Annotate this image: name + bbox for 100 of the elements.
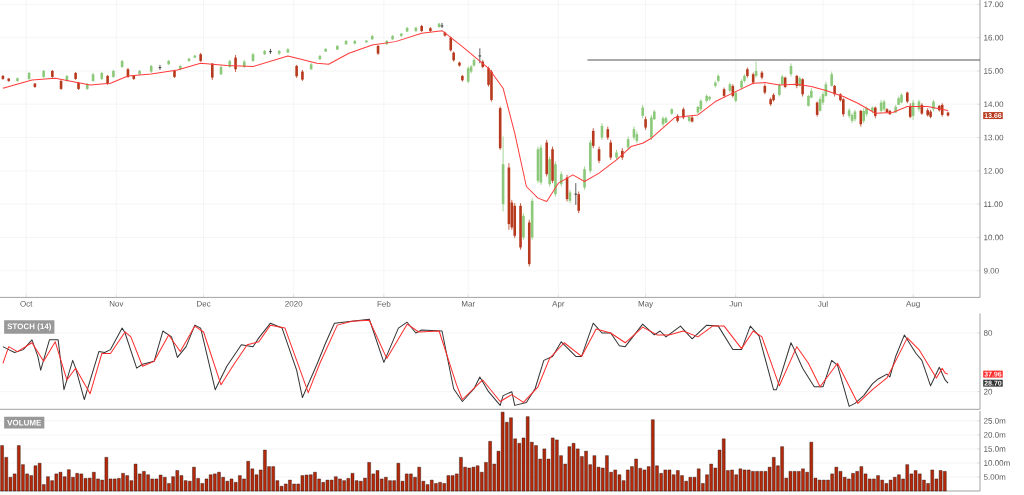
- bar: [104, 457, 109, 492]
- y-tick-label: 20: [983, 388, 993, 395]
- y-tick-label: 5.00m: [983, 474, 1006, 480]
- bar: [751, 471, 755, 492]
- bar: [79, 473, 84, 492]
- bar: [884, 483, 889, 492]
- bar: [467, 467, 471, 492]
- x-tick-label: Jul: [817, 300, 828, 307]
- bar: [930, 469, 934, 492]
- bar: [905, 464, 909, 492]
- y-tick-label: 14.00: [984, 101, 1004, 108]
- bar: [801, 468, 805, 492]
- bar: [204, 478, 209, 492]
- bar: [313, 472, 317, 492]
- bar: [642, 469, 647, 492]
- bar: [438, 482, 442, 492]
- x-tick-label: May: [638, 300, 654, 309]
- bar: [584, 450, 588, 492]
- bar: [851, 473, 855, 492]
- bar: [37, 463, 42, 492]
- x-tick-label: 2020: [285, 300, 303, 307]
- candlestick: [842, 97, 845, 117]
- bar: [225, 480, 230, 492]
- y-tick-label: 13.00: [984, 134, 1004, 141]
- bar: [350, 473, 355, 492]
- bar: [396, 463, 401, 492]
- text: STOCH (14): [7, 323, 52, 331]
- y-tick-label: 9.00: [983, 267, 999, 274]
- y-tick-label: 11.00: [984, 201, 1003, 207]
- bar: [872, 478, 876, 492]
- bar: [58, 472, 63, 492]
- bar: [859, 466, 864, 492]
- bar: [592, 455, 597, 492]
- bar: [67, 469, 71, 492]
- y-tick-label: 25.0m: [983, 417, 1006, 424]
- bar: [150, 478, 154, 492]
- bar: [888, 479, 893, 492]
- bar: [555, 439, 559, 492]
- text: VOLUME: [7, 419, 42, 426]
- y-tick-label: 16.00: [984, 34, 1004, 41]
- bar: [92, 472, 96, 492]
- bar: [375, 470, 380, 492]
- bar: [567, 446, 572, 492]
- bar: [938, 470, 943, 492]
- x-tick-label: Apr: [552, 300, 565, 309]
- candlestick: [522, 212, 525, 241]
- candlestick: [573, 182, 578, 206]
- bar: [755, 471, 759, 492]
- bar: [229, 478, 234, 492]
- bar: [321, 482, 325, 492]
- bar: [304, 474, 309, 492]
- bar: [33, 465, 38, 492]
- bar: [792, 471, 797, 492]
- candlestick: [577, 191, 581, 214]
- bar: [238, 475, 242, 492]
- bar: [208, 474, 213, 492]
- bar: [217, 472, 221, 492]
- bar: [329, 479, 334, 492]
- bar: [542, 448, 547, 492]
- bar: [471, 466, 476, 492]
- bar: [730, 469, 734, 492]
- bar: [342, 480, 346, 492]
- x-tick-label: Nov: [109, 300, 124, 307]
- bar: [605, 455, 609, 492]
- x-tick-label: Oct: [20, 300, 33, 307]
- bar: [300, 475, 305, 492]
- bar: [500, 411, 505, 492]
- bar: [75, 473, 79, 492]
- bar: [450, 475, 455, 492]
- x-tick-label: Jun: [729, 300, 742, 307]
- bar: [384, 477, 388, 492]
- x-tick-label: Mar: [461, 300, 475, 307]
- candlestick: [591, 127, 595, 149]
- bar: [571, 443, 576, 492]
- y-tick-label: 17.00: [984, 1, 1004, 8]
- bar: [709, 463, 713, 492]
- bar: [446, 475, 451, 492]
- bar: [788, 471, 793, 492]
- bar: [46, 476, 50, 492]
- y-tick-label: 80: [983, 330, 993, 336]
- bar: [192, 466, 196, 492]
- bar: [288, 479, 292, 492]
- bar: [325, 479, 330, 492]
- bar: [834, 466, 839, 492]
- bar: [525, 416, 530, 492]
- bar: [367, 462, 371, 492]
- y-tick-label: 15.0m: [984, 446, 1006, 452]
- y-tick-label: 10.00: [984, 234, 1004, 241]
- bar: [142, 471, 146, 492]
- bar: [817, 479, 822, 492]
- y-tick-label: 15.00: [984, 68, 1004, 74]
- bar: [676, 470, 680, 492]
- bar: [434, 483, 438, 492]
- bar: [634, 458, 638, 492]
- bar: [759, 471, 763, 492]
- bar: [459, 457, 463, 492]
- candlestick: [478, 47, 482, 64]
- bar: [292, 483, 296, 492]
- bar: [133, 463, 138, 492]
- x-tick-label: Aug: [906, 300, 920, 309]
